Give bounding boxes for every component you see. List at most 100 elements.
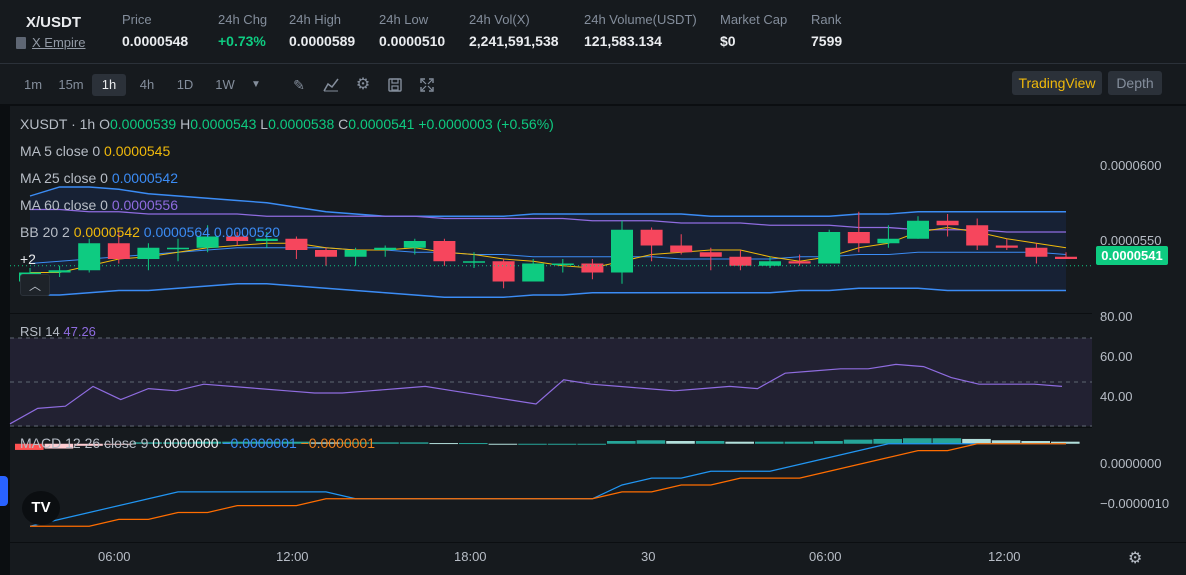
project-name[interactable]: X Empire — [32, 35, 86, 50]
macd-legend[interactable]: MACD 12 26 close 9 0.0000000 −0.0000001 … — [20, 435, 375, 451]
interval-15m[interactable]: 15m — [58, 77, 84, 92]
axis-corner — [1092, 543, 1186, 575]
stat-label: Market Cap — [720, 12, 788, 27]
left-gutter — [0, 106, 10, 575]
symbol-label[interactable]: XUSDT · 1h — [20, 116, 96, 132]
pair-title[interactable]: X/USDT — [26, 14, 82, 31]
stat-label: Rank — [811, 12, 842, 27]
rsi-pane[interactable] — [10, 314, 1092, 427]
ohlc-legend: XUSDT · 1h O0.0000539 H0.0000543 L0.0000… — [20, 116, 554, 132]
stat-label: Price — [122, 12, 152, 27]
stat-market-cap: Market Cap $0 — [720, 12, 787, 49]
change-value: +0.0000003 (+0.56%) — [418, 116, 554, 132]
chart-toolbar: 1m 15m 1h 4h 1D 1W ▼ ✎ ⚙ — [0, 64, 1186, 104]
ma60-value: 0.0000556 — [111, 197, 179, 213]
stat-24h-vol-x: 24h Vol(X) 2,241,591,538 — [469, 12, 559, 49]
o-label: O — [99, 116, 110, 132]
rsi-tick: 60.00 — [1100, 349, 1133, 364]
time-axis[interactable] — [10, 543, 1092, 575]
macd-value-2: −0.0000001 — [222, 435, 297, 451]
ma5-value: 0.0000545 — [104, 143, 171, 159]
current-price-badge: 0.0000541 — [1096, 246, 1168, 265]
price-axis[interactable] — [1092, 106, 1186, 542]
interval-1d[interactable]: 1D — [176, 77, 194, 92]
tradingview-logo-icon[interactable]: TV — [22, 491, 60, 525]
ma25-value: 0.0000542 — [111, 170, 179, 186]
ma25-legend[interactable]: MA 25 close 0 0.0000542 — [20, 170, 178, 186]
stat-label: 24h Low — [379, 12, 429, 27]
stat-value: $0 — [720, 33, 736, 49]
bb-label: BB 20 2 — [20, 224, 70, 240]
ma5-legend[interactable]: MA 5 close 0 0.0000545 — [20, 143, 170, 159]
indicator-icon[interactable] — [320, 74, 342, 96]
market-header: X/USDT X Empire Price 0.0000548 24h Chg +0… — [0, 0, 1186, 64]
time-label: 12:00 — [276, 549, 309, 564]
stat-price: Price 0.0000548 — [122, 12, 188, 49]
macd-value-3: −0.0000001 — [300, 435, 375, 451]
h-label: H — [180, 116, 191, 132]
chevron-down-icon[interactable]: ▼ — [251, 79, 261, 90]
pencil-icon[interactable]: ✎ — [293, 77, 305, 93]
bb-legend[interactable]: BB 20 2 0.0000542 0.0000564 0.0000520 — [20, 224, 280, 240]
macd-label: MACD 12 26 close 9 — [20, 435, 149, 451]
ma60-legend[interactable]: MA 60 close 0 0.0000556 — [20, 197, 178, 213]
stat-label: 24h Volume(USDT) — [584, 12, 697, 27]
stat-24h-chg: 24h Chg +0.73% — [218, 12, 267, 49]
stat-value: 0.0000589 — [289, 33, 356, 49]
macd-value-1: 0.0000000 — [152, 435, 219, 451]
stat-label: 24h Chg — [218, 12, 268, 27]
stat-value: 0.0000510 — [379, 33, 446, 49]
stat-24h-volume-usdt: 24h Volume(USDT) 121,583.134 — [584, 12, 697, 49]
time-label: 30 — [641, 549, 656, 564]
price-tick: 0.0000550 — [1100, 233, 1162, 248]
macd-tick: −0.0000010 — [1100, 496, 1170, 511]
open-value: 0.0000539 — [110, 116, 177, 132]
stat-label: 24h High — [289, 12, 342, 27]
l-label: L — [260, 116, 269, 132]
low-value: 0.0000538 — [268, 116, 335, 132]
interval-4h[interactable]: 4h — [139, 77, 155, 92]
side-panel-toggle[interactable] — [0, 476, 8, 506]
time-label: 12:00 — [988, 549, 1021, 564]
close-value: 0.0000541 — [348, 116, 415, 132]
book-icon — [16, 36, 26, 49]
view-tradingview-tab[interactable]: TradingView — [1012, 71, 1102, 95]
high-value: 0.0000543 — [190, 116, 257, 132]
project-link[interactable]: X Empire — [16, 35, 85, 50]
stat-24h-low: 24h Low 0.0000510 — [379, 12, 445, 49]
rsi-value: 47.26 — [63, 324, 96, 339]
rsi-legend[interactable]: RSI 14 47.26 — [20, 324, 96, 339]
more-indicators[interactable]: +2 — [20, 251, 36, 267]
time-label: 18:00 — [454, 549, 487, 564]
time-label: 06:00 — [98, 549, 131, 564]
bb-value-2: 0.0000564 — [143, 224, 210, 240]
price-tick: 0.0000600 — [1100, 158, 1162, 173]
stat-value: +0.73% — [218, 33, 266, 49]
stat-label: 24h Vol(X) — [469, 12, 530, 27]
view-depth-tab[interactable]: Depth — [1108, 71, 1162, 95]
stat-value: 7599 — [811, 33, 843, 49]
stat-value: 121,583.134 — [584, 33, 662, 49]
stat-rank: Rank 7599 — [811, 12, 842, 49]
bb-value-1: 0.0000542 — [73, 224, 140, 240]
rsi-tick: 40.00 — [1100, 389, 1133, 404]
interval-1h[interactable]: 1h — [92, 74, 126, 96]
collapse-legend-button[interactable]: ︿ — [20, 274, 50, 296]
stat-value: 0.0000548 — [122, 33, 189, 49]
chart-settings-gear-icon[interactable]: ⚙ — [1128, 550, 1143, 567]
rsi-tick: 80.00 — [1100, 309, 1133, 324]
ma60-label: MA 60 close 0 — [20, 197, 108, 213]
c-label: C — [338, 116, 349, 132]
gear-icon[interactable]: ⚙ — [355, 76, 371, 93]
fullscreen-icon[interactable] — [416, 74, 438, 96]
macd-tick: 0.0000000 — [1100, 456, 1162, 471]
stat-24h-high: 24h High 0.0000589 — [289, 12, 355, 49]
ma5-label: MA 5 close 0 — [20, 143, 101, 159]
stat-value: 2,241,591,538 — [469, 33, 559, 49]
ma25-label: MA 25 close 0 — [20, 170, 108, 186]
interval-1m[interactable]: 1m — [23, 77, 43, 92]
interval-1w[interactable]: 1W — [215, 77, 235, 92]
bb-value-3: 0.0000520 — [213, 224, 281, 240]
save-icon[interactable] — [384, 74, 406, 96]
